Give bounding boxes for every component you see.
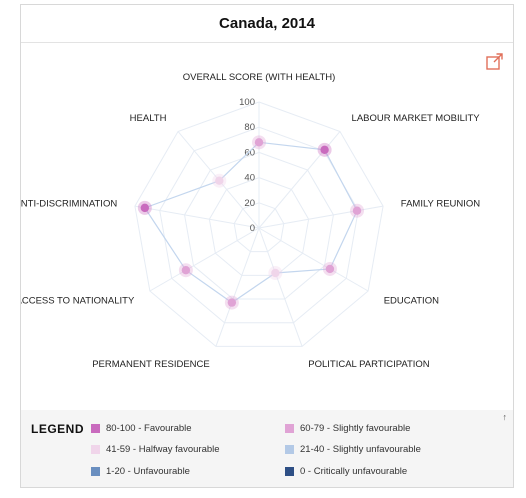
radar-chart: 0 20 40 60 80 100 OVERALL SCORE (WITH HEALTH) L…	[21, 72, 481, 370]
legend-item-slightly-unfavourable: 21-40 - Slightly unfavourable	[285, 444, 421, 455]
legend-label: 41-59 - Halfway favourable	[106, 444, 220, 455]
category-label: FAMILY REUNION	[401, 198, 480, 209]
category-label: ACCESS TO NATIONALITY	[21, 296, 135, 307]
data-point	[227, 298, 237, 307]
radial-tick-label: 80	[244, 122, 255, 133]
legend-swatch	[91, 467, 100, 476]
legend: LEGEND ↑ 80-100 - Favourable 60-79 - Sli…	[21, 410, 513, 487]
category-label: ANTI-DISCRIMINATION	[21, 198, 117, 209]
data-point	[271, 268, 280, 278]
chart-panel: Canada, 2014 0 20 40 60 80 100 OVERALL SCORE (…	[20, 4, 514, 488]
legend-label: 60-79 - Slightly favourable	[300, 423, 411, 434]
data-point	[215, 176, 224, 185]
data-point	[352, 206, 362, 215]
grid-ring	[208, 177, 310, 276]
radial-tick-label: 20	[244, 198, 255, 209]
arrow-up-icon[interactable]: ↑	[502, 412, 508, 422]
radial-tick-label: 40	[244, 173, 255, 184]
category-label: EDUCATION	[384, 296, 439, 307]
legend-item-favourable: 80-100 - Favourable	[91, 423, 192, 434]
grid-ring	[134, 101, 384, 347]
legend-label: 0 - Critically unfavourable	[300, 466, 408, 477]
grid-ring	[184, 151, 334, 300]
legend-swatch	[91, 424, 100, 433]
external-link-icon[interactable]	[485, 51, 505, 71]
legend-item-slightly-favourable: 60-79 - Slightly favourable	[285, 423, 410, 434]
legend-item-halfway-favourable: 41-59 - Halfway favourable	[91, 444, 220, 455]
data-point	[320, 145, 329, 155]
data-point	[140, 203, 150, 213]
category-label: OVERALL SCORE (WITH HEALTH)	[183, 72, 336, 83]
grid-spoke	[258, 205, 384, 229]
legend-label: 80-100 - Favourable	[106, 423, 192, 434]
legend-label: 21-40 - Slightly unfavourable	[300, 444, 421, 455]
grid-ring	[233, 202, 285, 253]
legend-item-critically-unfavourable: 0 - Critically unfavourable	[285, 466, 407, 477]
chart-title: Canada, 2014	[219, 15, 315, 32]
legend-swatch	[91, 445, 100, 454]
legend-item-unfavourable: 1-20 - Unfavourable	[91, 466, 190, 477]
grid-spoke	[258, 227, 303, 347]
grid-spoke	[215, 227, 260, 347]
radial-tick-label: 60	[244, 147, 255, 158]
grid-spoke	[258, 227, 369, 292]
radial-tick-label: 0	[250, 223, 255, 234]
title-bar: Canada, 2014	[21, 5, 513, 43]
data-point	[181, 266, 191, 275]
data-point	[254, 138, 264, 147]
legend-swatch	[285, 467, 294, 476]
legend-swatch	[285, 445, 294, 454]
category-label: HEALTH	[130, 113, 167, 124]
category-label: LABOUR MARKET MOBILITY	[352, 113, 481, 124]
grid-spoke	[149, 227, 260, 292]
category-label: PERMANENT RESIDENCE	[92, 359, 210, 370]
legend-title: LEGEND	[31, 422, 85, 436]
category-label: POLITICAL PARTICIPATION	[308, 359, 430, 370]
legend-label: 1-20 - Unfavourable	[106, 466, 190, 477]
series-line	[143, 141, 358, 304]
grid-spoke	[134, 205, 260, 229]
data-point	[325, 264, 335, 274]
legend-swatch	[285, 424, 294, 433]
radial-tick-label: 100	[239, 97, 255, 108]
